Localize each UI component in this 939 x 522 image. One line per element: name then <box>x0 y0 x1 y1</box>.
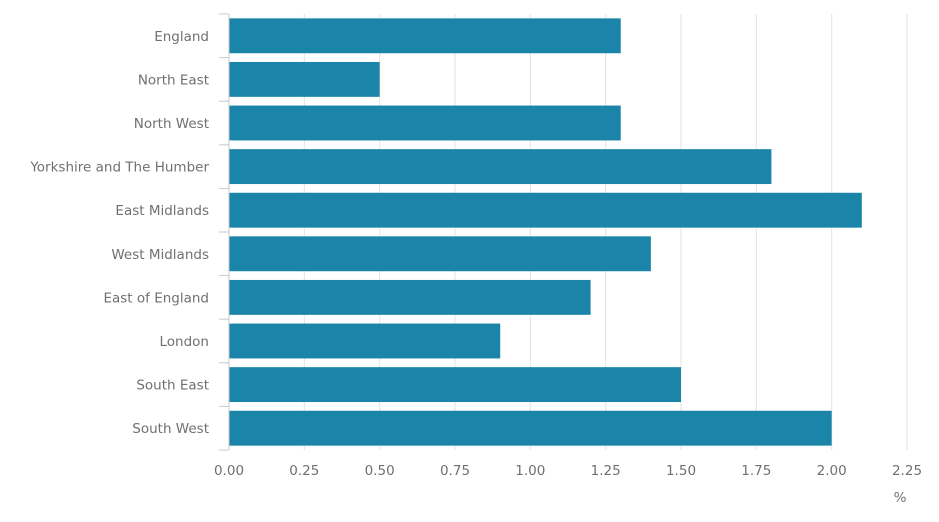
x-unit-label: % <box>894 490 907 506</box>
bar <box>229 149 772 185</box>
bar <box>229 61 380 97</box>
bar <box>229 323 501 359</box>
x-tick-label: 1.75 <box>741 463 771 479</box>
x-tick-label: 0.75 <box>440 463 470 479</box>
category-label: North West <box>134 116 209 132</box>
category-labels: England North East North West Yorkshire and… <box>29 29 209 437</box>
x-tick-label: 1.25 <box>591 463 621 479</box>
bar <box>229 236 651 272</box>
bar <box>229 18 621 54</box>
category-label: East of England <box>103 290 209 306</box>
x-tick-label: 1.00 <box>515 463 545 479</box>
x-tick-label: 0.25 <box>289 463 319 479</box>
bar <box>229 279 591 315</box>
x-tick-labels: 0.00 0.25 0.50 0.75 1.00 1.25 1.50 1.75 2.00 2.25 <box>214 463 922 479</box>
category-label: South West <box>132 421 209 437</box>
category-label: West Midlands <box>111 247 209 263</box>
bar <box>229 192 862 228</box>
category-label: South East <box>136 378 209 394</box>
x-tick-label: 2.25 <box>892 463 922 479</box>
bar <box>229 367 681 403</box>
category-label: Yorkshire and The Humber <box>29 160 209 176</box>
bar <box>229 410 832 446</box>
x-tick-label: 0.50 <box>365 463 395 479</box>
category-label: North East <box>138 72 209 88</box>
category-label: London <box>160 334 210 350</box>
x-tick-label: 1.50 <box>666 463 696 479</box>
category-label: East Midlands <box>115 203 209 219</box>
bars <box>229 18 862 446</box>
x-tick-label: 0.00 <box>214 463 244 479</box>
category-label: England <box>154 29 209 45</box>
axes <box>219 13 230 451</box>
bar <box>229 105 621 141</box>
x-tick-label: 2.00 <box>817 463 847 479</box>
